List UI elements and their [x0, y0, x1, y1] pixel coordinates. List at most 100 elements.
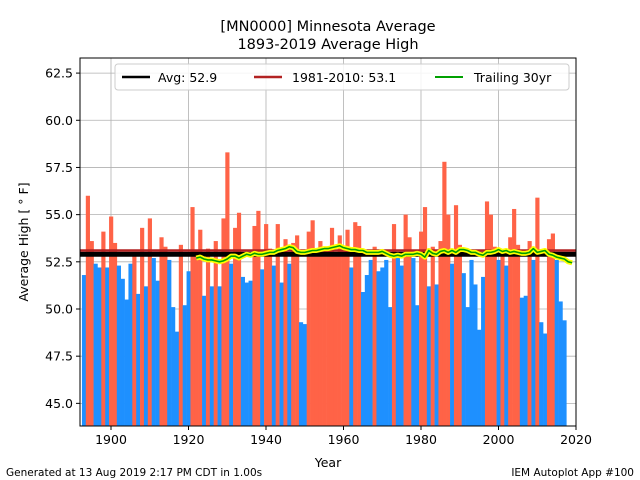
bar-1899 [105, 267, 110, 426]
bar-2004 [512, 208, 517, 426]
bar-1909 [143, 286, 149, 426]
bar-1955 [322, 250, 327, 426]
bar-1983 [430, 246, 435, 426]
bar-1910 [147, 218, 152, 426]
bar-1948 [295, 235, 300, 426]
bar-1978 [411, 258, 416, 426]
bar-1975 [399, 265, 404, 426]
bar-1911 [151, 258, 156, 426]
x-tick-label: 1960 [328, 432, 360, 447]
y-tick-label: 60.0 [45, 113, 73, 128]
bar-1971 [384, 259, 389, 426]
y-tick-label: 52.5 [45, 254, 73, 269]
bar-2008 [527, 241, 532, 426]
bar-1893 [81, 275, 87, 426]
bar-1940 [264, 224, 269, 426]
bar-1936 [248, 280, 253, 426]
legend-label-trailing: Trailing 30yr [473, 70, 552, 85]
bar-1995 [477, 329, 482, 426]
bar-1917 [174, 331, 180, 426]
bar-1996 [481, 276, 486, 426]
bar-2010 [535, 197, 540, 426]
bar-1941 [267, 248, 273, 426]
bar-1916 [171, 307, 176, 426]
bar-2002 [504, 265, 509, 426]
x-tick-label: 2000 [483, 432, 515, 447]
x-axis-label: Year [314, 455, 342, 470]
bar-1988 [450, 263, 455, 426]
y-axis-label: Average High [ ° F] [16, 182, 31, 301]
bars [81, 152, 567, 427]
bar-1928 [217, 286, 222, 426]
bar-2017 [562, 320, 567, 426]
bar-1989 [453, 205, 459, 426]
bar-1935 [244, 282, 249, 426]
bar-1922 [194, 250, 199, 426]
y-tick-label: 62.5 [45, 66, 73, 81]
bar-1912 [155, 280, 160, 426]
bar-1926 [209, 286, 214, 426]
bar-1914 [163, 246, 168, 426]
bar-1906 [132, 252, 137, 426]
bar-1964 [357, 225, 362, 426]
bar-1938 [256, 210, 261, 426]
bar-1991 [461, 273, 466, 426]
bar-1952 [310, 220, 315, 426]
bar-1958 [333, 252, 338, 426]
bar-1905 [128, 263, 133, 426]
bar-1897 [97, 267, 102, 426]
bar-1900 [109, 216, 114, 426]
bar-1904 [124, 299, 129, 426]
bar-2014 [550, 233, 555, 426]
bar-1924 [202, 295, 207, 426]
bar-1962 [349, 267, 354, 426]
bar-1966 [364, 275, 369, 426]
reference-lines [80, 243, 576, 266]
y-tick-label: 55.0 [45, 207, 73, 222]
bar-1994 [473, 284, 478, 426]
bar-2016 [558, 301, 563, 426]
y-tick-label: 57.5 [45, 160, 73, 175]
bar-1908 [140, 227, 145, 426]
bar-1895 [89, 241, 94, 426]
bar-1993 [469, 259, 474, 426]
bar-1901 [112, 242, 118, 426]
bar-1959 [337, 235, 342, 426]
legend-label-normal: 1981-2010: 53.1 [292, 70, 396, 85]
plot-frame [79, 57, 577, 427]
bar-1929 [221, 218, 226, 426]
bar-1985 [438, 241, 443, 426]
bar-1980 [419, 231, 424, 426]
bar-1894 [85, 195, 90, 426]
bar-1969 [376, 271, 381, 426]
bar-2006 [519, 297, 524, 426]
bar-1896 [93, 263, 98, 426]
bar-1950 [302, 324, 307, 426]
y-tick-label: 50.0 [45, 301, 73, 316]
x-axis-ticks: 1900 1920 1940 1960 1980 2000 2020 [95, 426, 592, 447]
bar-1974 [395, 256, 400, 426]
bar-1999 [492, 246, 497, 426]
bar-1933 [236, 212, 242, 426]
bar-2005 [515, 244, 521, 426]
bar-1915 [167, 259, 172, 426]
bar-2003 [508, 237, 513, 426]
bar-1957 [329, 227, 335, 426]
bar-1967 [368, 259, 373, 426]
bar-1927 [213, 241, 218, 426]
bar-2011 [539, 322, 544, 426]
bar-1944 [279, 282, 284, 426]
bar-1931 [229, 263, 234, 426]
bar-1943 [275, 224, 280, 426]
bar-1984 [434, 284, 439, 426]
bar-1968 [372, 246, 377, 426]
bar-1903 [120, 278, 125, 426]
bar-1902 [116, 265, 121, 426]
footer-generated: Generated at 13 Aug 2019 2:17 PM CDT in … [6, 467, 262, 479]
bar-1987 [446, 214, 451, 426]
footer-app: IEM Autoplot App #100 [511, 467, 634, 479]
bar-1942 [271, 265, 276, 426]
y-tick-label: 47.5 [45, 349, 73, 364]
bar-1953 [314, 252, 319, 426]
